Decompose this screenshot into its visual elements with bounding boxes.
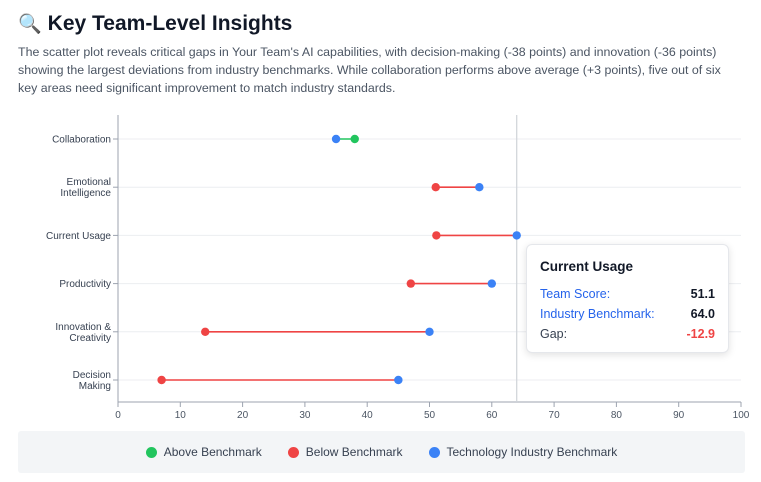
insight-description: The scatter plot reveals critical gaps i… xyxy=(18,45,721,95)
chart-legend: Above Benchmark Below Benchmark Technolo… xyxy=(18,431,745,473)
team-point xyxy=(431,183,440,192)
category-label: Innovation & xyxy=(55,322,111,333)
chart-tooltip: Current Usage Team Score: 51.1 Industry … xyxy=(526,244,729,353)
x-tick-label: 40 xyxy=(362,410,374,421)
title-text: Key Team-Level Insights xyxy=(47,12,293,35)
tooltip-team-label: Team Score: xyxy=(540,287,611,301)
tooltip-gap-value: -12.9 xyxy=(686,327,716,341)
category-label: Decision xyxy=(73,370,111,381)
tooltip-benchmark-label: Industry Benchmark: xyxy=(540,307,655,321)
benchmark-point xyxy=(475,183,484,192)
scatter-chart: 0 10 20 30 40 50 60 70 80 90 100 Collaboration Emoti… xyxy=(46,115,750,421)
category-label: Productivity xyxy=(59,279,111,290)
magnifier-icon: 🔍 xyxy=(18,13,42,35)
team-point xyxy=(406,279,416,288)
team-point xyxy=(157,375,166,385)
tooltip-gap-row: Gap: -12.9 xyxy=(540,324,715,344)
team-point xyxy=(350,134,359,144)
x-tick-label: 30 xyxy=(299,410,311,421)
tooltip-title: Current Usage xyxy=(540,259,634,274)
x-tick-label: 60 xyxy=(486,410,498,421)
page-title: 🔍 Key Team-Level Insights xyxy=(18,12,292,36)
legend-label-below: Below Benchmark xyxy=(305,445,403,459)
legend-dot-below xyxy=(287,446,299,458)
x-tick-label: 70 xyxy=(549,410,561,421)
team-point xyxy=(432,231,441,240)
category-label: Intelligence xyxy=(60,188,111,199)
benchmark-point xyxy=(487,279,496,288)
legend-item-above[interactable]: Above Benchmark xyxy=(145,445,262,459)
tooltip-team-row: Team Score: 51.1 xyxy=(540,284,715,304)
x-tick-label: 90 xyxy=(673,410,685,421)
x-tick-label: 0 xyxy=(115,410,121,421)
legend-dot-benchmark xyxy=(428,446,440,458)
benchmark-point xyxy=(512,231,521,240)
benchmark-point xyxy=(425,327,434,336)
tooltip-benchmark-row: Industry Benchmark: 64.0 xyxy=(540,304,715,324)
tooltip-team-value: 51.1 xyxy=(690,287,715,301)
category-label: Emotional xyxy=(67,177,111,188)
category-label: Creativity xyxy=(69,333,111,344)
x-tick-label: 100 xyxy=(733,410,750,421)
legend-label-benchmark: Technology Industry Benchmark xyxy=(446,445,618,459)
category-label: Collaboration xyxy=(52,135,111,146)
category-label: Making xyxy=(79,381,111,392)
tooltip-benchmark-value: 64.0 xyxy=(690,307,715,321)
category-label: Current Usage xyxy=(46,231,111,242)
x-tick-label: 50 xyxy=(424,410,436,421)
x-tick-label: 10 xyxy=(175,410,187,421)
benchmark-point xyxy=(394,375,403,385)
legend-item-benchmark[interactable]: Technology Industry Benchmark xyxy=(428,445,618,459)
legend-item-below[interactable]: Below Benchmark xyxy=(287,445,403,459)
x-tick-label: 20 xyxy=(237,410,249,421)
benchmark-point xyxy=(331,134,341,144)
legend-dot-above xyxy=(145,446,157,458)
x-tick-label: 80 xyxy=(611,410,623,421)
tooltip-gap-label: Gap: xyxy=(540,327,568,341)
legend-label-above: Above Benchmark xyxy=(163,445,262,459)
team-point xyxy=(201,327,210,336)
